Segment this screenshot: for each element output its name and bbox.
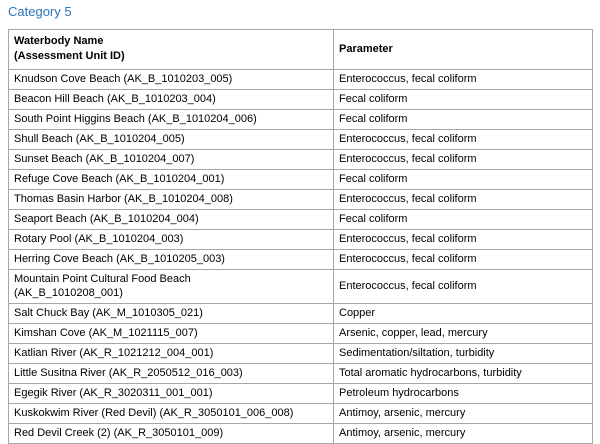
table-header-row: Waterbody Name (Assessment Unit ID) Para…: [8, 29, 593, 70]
column-header-waterbody: Waterbody Name (Assessment Unit ID): [8, 29, 334, 70]
waterbody-cell: Shull Beach (AK_B_1010204_005): [8, 129, 334, 150]
table-row: Thomas Basin Harbor (AK_B_1010204_008) E…: [8, 189, 593, 210]
table-row: Mountain Point Cultural Food Beach (AK_B…: [8, 269, 593, 304]
table-row: Salt Chuck Bay (AK_M_1010305_021) Copper: [8, 303, 593, 324]
table-row: Refuge Cove Beach (AK_B_1010204_001) Fec…: [8, 169, 593, 190]
table-row: Seaport Beach (AK_B_1010204_004) Fecal c…: [8, 209, 593, 230]
table-row: South Point Higgins Beach (AK_B_1010204_…: [8, 109, 593, 130]
waterbody-cell: Sunset Beach (AK_B_1010204_007): [8, 149, 334, 170]
table-row: Herring Cove Beach (AK_B_1010205_003) En…: [8, 249, 593, 270]
parameter-cell: Enterococcus, fecal coliform: [333, 129, 593, 150]
parameter-cell: Sedimentation/siltation, turbidity: [333, 343, 593, 364]
table-row: Kimshan Cove (AK_M_1021115_007) Arsenic,…: [8, 323, 593, 344]
waterbody-cell: Seaport Beach (AK_B_1010204_004): [8, 209, 334, 230]
table-row: Beacon Hill Beach (AK_B_1010203_004) Fec…: [8, 89, 593, 110]
parameter-cell: Enterococcus, fecal coliform: [333, 249, 593, 270]
table-row: Sunset Beach (AK_B_1010204_007) Enteroco…: [8, 149, 593, 170]
parameter-cell: Arsenic, copper, lead, mercury: [333, 323, 593, 344]
parameter-cell: Fecal coliform: [333, 89, 593, 110]
table-row: Shull Beach (AK_B_1010204_005) Enterococ…: [8, 129, 593, 150]
waterbody-cell: Beacon Hill Beach (AK_B_1010203_004): [8, 89, 334, 110]
table-row: Little Susitna River (AK_R_2050512_016_0…: [8, 363, 593, 384]
parameter-cell: Antimoy, arsenic, mercury: [333, 423, 593, 444]
parameter-cell: Copper: [333, 303, 593, 324]
waterbody-cell: Salt Chuck Bay (AK_M_1010305_021): [8, 303, 334, 324]
waterbody-cell: Katlian River (AK_R_1021212_004_001): [8, 343, 334, 364]
table-row: Kuskokwim River (Red Devil) (AK_R_305010…: [8, 403, 593, 424]
parameter-cell: Enterococcus, fecal coliform: [333, 69, 593, 90]
table-row: Katlian River (AK_R_1021212_004_001) Sed…: [8, 343, 593, 364]
parameter-cell: Fecal coliform: [333, 209, 593, 230]
waterbody-cell: Kimshan Cove (AK_M_1021115_007): [8, 323, 334, 344]
page-title: Category 5: [8, 4, 72, 19]
parameter-cell: Enterococcus, fecal coliform: [333, 229, 593, 250]
parameter-cell: Total aromatic hydrocarbons, turbidity: [333, 363, 593, 384]
waterbody-cell: Knudson Cove Beach (AK_B_1010203_005): [8, 69, 334, 90]
parameter-cell: Enterococcus, fecal coliform: [333, 269, 593, 304]
table-row: Egegik River (AK_R_3020311_001_001) Petr…: [8, 383, 593, 404]
waterbody-cell: Egegik River (AK_R_3020311_001_001): [8, 383, 334, 404]
waterbody-cell: Herring Cove Beach (AK_B_1010205_003): [8, 249, 334, 270]
parameter-cell: Antimoy, arsenic, mercury: [333, 403, 593, 424]
table-row: Rotary Pool (AK_B_1010204_003) Enterococ…: [8, 229, 593, 250]
waterbody-cell: Red Devil Creek (2) (AK_R_3050101_009): [8, 423, 334, 444]
table-row: Knudson Cove Beach (AK_B_1010203_005) En…: [8, 69, 593, 90]
column-header-parameter: Parameter: [333, 29, 593, 70]
parameter-cell: Fecal coliform: [333, 169, 593, 190]
waterbody-cell: South Point Higgins Beach (AK_B_1010204_…: [8, 109, 334, 130]
waterbody-cell: Mountain Point Cultural Food Beach (AK_B…: [8, 269, 334, 304]
waterbody-cell: Rotary Pool (AK_B_1010204_003): [8, 229, 334, 250]
parameter-cell: Enterococcus, fecal coliform: [333, 189, 593, 210]
waterbody-cell: Refuge Cove Beach (AK_B_1010204_001): [8, 169, 334, 190]
waterbody-cell: Kuskokwim River (Red Devil) (AK_R_305010…: [8, 403, 334, 424]
waterbody-parameter-table: Waterbody Name (Assessment Unit ID) Para…: [8, 29, 593, 444]
parameter-cell: Petroleum hydrocarbons: [333, 383, 593, 404]
table-row: Red Devil Creek (2) (AK_R_3050101_009) A…: [8, 423, 593, 444]
waterbody-cell: Little Susitna River (AK_R_2050512_016_0…: [8, 363, 334, 384]
parameter-cell: Enterococcus, fecal coliform: [333, 149, 593, 170]
waterbody-cell: Thomas Basin Harbor (AK_B_1010204_008): [8, 189, 334, 210]
parameter-cell: Fecal coliform: [333, 109, 593, 130]
